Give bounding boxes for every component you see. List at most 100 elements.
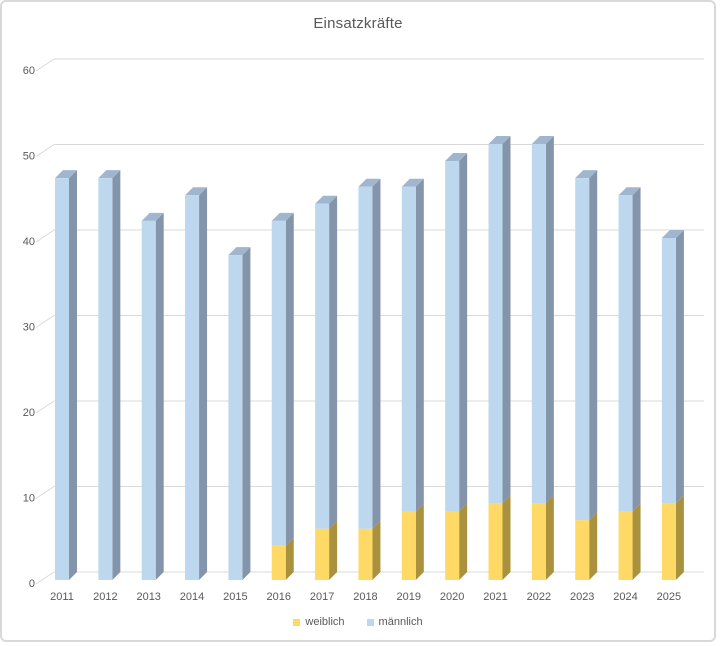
x-axis-category-label: 2019 [397, 591, 421, 603]
bar-top-face [228, 247, 251, 256]
bar-2024: 2024 [613, 187, 641, 603]
bar-front-maennlich [531, 143, 546, 504]
legend-label: weiblich [305, 616, 345, 628]
bar-2023: 2023 [570, 170, 598, 603]
bar-side-weiblich [545, 495, 554, 580]
bar-side-maennlich [502, 135, 511, 504]
bar-2016: 2016 [267, 212, 294, 603]
x-axis-category-label: 2011 [50, 591, 74, 603]
bar-front-weiblich [358, 528, 373, 580]
bar-side-maennlich [632, 187, 641, 512]
bar-side-weiblich [285, 537, 294, 580]
bar-front-maennlich [488, 143, 503, 504]
legend-item-maennlich: männlich [366, 616, 423, 628]
bar-front-maennlich [141, 220, 156, 580]
x-axis-category-label: 2023 [570, 591, 594, 603]
bar-2011: 2011 [50, 170, 77, 603]
bar-front-maennlich [228, 255, 243, 580]
gridline-diagonal [35, 144, 55, 157]
bar-top-face [98, 170, 121, 179]
legend-label: männlich [378, 616, 423, 628]
bar-front-weiblich [618, 511, 633, 580]
bar-top-face [661, 230, 684, 238]
bar-top-face [141, 212, 164, 221]
bar-front-maennlich [445, 161, 460, 512]
bar-front-weiblich [315, 528, 330, 580]
bar-top-face [185, 187, 208, 196]
bar-top-face [401, 178, 424, 187]
x-axis-category-label: 2025 [657, 591, 681, 603]
bar-top-face [55, 170, 77, 179]
bar-2020: 2020 [440, 153, 468, 603]
bar-side-maennlich [415, 178, 424, 512]
bar-top-face [575, 170, 598, 179]
y-axis-tick-label: 10 [23, 493, 35, 505]
bar-top-face [358, 178, 381, 187]
gridline-diagonal [35, 315, 55, 328]
legend: weiblich männlich [2, 616, 714, 628]
bar-side-maennlich [112, 170, 121, 580]
y-axis-tick-label: 30 [23, 322, 35, 334]
gridline-diagonal [35, 229, 55, 243]
bar-front-maennlich [618, 195, 633, 512]
gridline-diagonal [35, 58, 55, 72]
x-axis-category-label: 2022 [527, 591, 551, 603]
bar-top-face [488, 135, 511, 144]
bar-front-maennlich [185, 195, 200, 580]
bar-side-weiblich [632, 503, 641, 580]
y-axis-tick-label: 40 [23, 236, 35, 248]
bar-top-face [618, 187, 641, 196]
bar-top-face [531, 135, 554, 144]
bar-2015: 2015 [223, 247, 251, 603]
bar-2013: 2013 [136, 212, 164, 603]
bar-side-maennlich [69, 170, 77, 580]
gridline-diagonal [35, 400, 55, 414]
bar-side-weiblich [589, 512, 598, 580]
bar-side-maennlich [285, 212, 294, 546]
y-axis-tick-label: 50 [23, 151, 35, 163]
legend-swatch-icon [366, 618, 374, 626]
bar-side-weiblich [372, 520, 381, 580]
bar-front-weiblich [271, 545, 286, 580]
bar-front-weiblich [575, 520, 590, 580]
bar-top-face [271, 212, 294, 221]
bar-side-maennlich [372, 178, 381, 529]
legend-swatch-icon [293, 618, 301, 626]
bar-2018: 2018 [353, 178, 381, 603]
bar-side-maennlich [199, 187, 208, 580]
bar-side-maennlich [155, 212, 164, 580]
gridline-diagonal [35, 571, 55, 585]
bar-side-weiblich [329, 520, 338, 580]
chart-title: Einsatzkräfte [313, 15, 403, 32]
bar-side-weiblich [675, 495, 684, 580]
y-axis-tick-label: 20 [23, 407, 35, 419]
bar-top-face [445, 153, 468, 162]
bar-2012: 2012 [93, 170, 121, 603]
bar-front-maennlich [315, 203, 330, 529]
bar-front-weiblich [488, 503, 503, 580]
bar-front-weiblich [661, 503, 676, 580]
bar-front-weiblich [401, 511, 416, 580]
bar-front-maennlich [55, 178, 69, 580]
bar-side-maennlich [242, 247, 251, 580]
x-axis-category-label: 2017 [310, 591, 334, 603]
legend-item-weiblich: weiblich [293, 616, 345, 628]
bar-2019: 2019 [397, 178, 424, 603]
bar-side-maennlich [545, 135, 554, 504]
bar-front-maennlich [98, 178, 113, 580]
x-axis-category-label: 2016 [267, 591, 291, 603]
bar-front-maennlich [661, 238, 676, 504]
bar-side-weiblich [502, 495, 511, 580]
bar-side-weiblich [415, 503, 424, 580]
x-axis-category-label: 2015 [223, 591, 247, 603]
y-axis-tick-label: 0 [29, 578, 35, 590]
gridline-diagonal [35, 486, 55, 499]
bar-front-maennlich [575, 178, 590, 521]
bar-side-maennlich [675, 230, 684, 504]
x-axis-category-label: 2014 [180, 591, 204, 603]
bar-front-weiblich [531, 503, 546, 580]
bar-2025: 2025 [657, 230, 684, 603]
bar-front-weiblich [445, 511, 460, 580]
